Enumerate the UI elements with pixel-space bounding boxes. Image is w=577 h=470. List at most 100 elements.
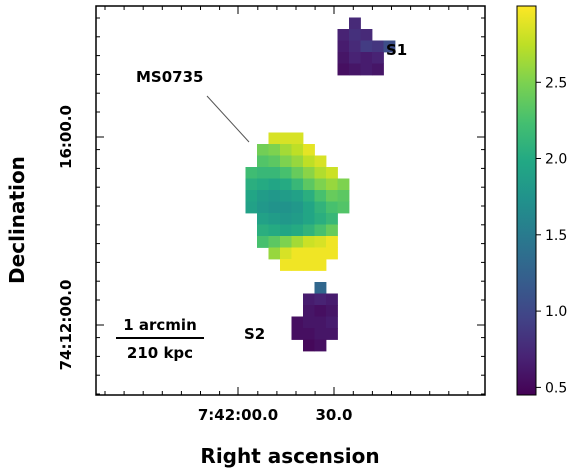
colorbar-tick-label: 0.5 [545, 380, 567, 396]
heatmap-cell [245, 167, 258, 179]
heatmap-cell [291, 224, 304, 237]
heatmap-cells [245, 17, 396, 352]
heatmap-cell [337, 29, 350, 41]
heatmap-cell [314, 178, 327, 191]
heatmap-cell [280, 201, 292, 214]
heatmap-cell [326, 305, 338, 317]
heatmap-cell [360, 29, 373, 41]
heatmap-cell [291, 132, 304, 145]
heatmap-cell [326, 167, 338, 179]
heatmap-cell [303, 339, 315, 352]
scalebar-bottom-label: 210 kpc [127, 344, 193, 362]
heatmap-cell [314, 316, 327, 329]
heatmap-cell [268, 247, 281, 260]
heatmap-cell [314, 305, 327, 317]
heatmap-cell [257, 167, 269, 179]
heatmap-cell [268, 155, 281, 168]
heatmap-cell [268, 236, 281, 248]
heatmap-cell [303, 201, 315, 214]
colorbar-ticks: 0.5 1.0 1.5 2.0 2.5 [536, 75, 567, 396]
heatmap-cell [314, 236, 327, 248]
heatmap-cell [303, 293, 315, 306]
heatmap-cell [303, 328, 315, 340]
heatmap-cell [326, 201, 338, 214]
heatmap-cell [268, 178, 281, 191]
heatmap-cell [257, 201, 269, 214]
heatmap-cell [360, 63, 373, 76]
y-tick-label-0: 74:12:00.0 [57, 280, 75, 371]
heatmap-cell [349, 40, 361, 53]
heatmap-cell [303, 155, 315, 168]
heatmap-cell [314, 167, 327, 179]
heatmap-cell [337, 190, 350, 202]
heatmap-cell [326, 224, 338, 237]
heatmap-cell [349, 29, 361, 41]
heatmap-cell [280, 190, 292, 202]
heatmap-cell [326, 247, 338, 260]
heatmap-cell [337, 63, 350, 76]
heatmap-cell [280, 167, 292, 179]
heatmap-cell [303, 259, 315, 271]
heatmap-cell [326, 236, 338, 248]
heatmap-cell [372, 52, 384, 64]
heatmap-cell [383, 40, 396, 53]
heatmap-cell [245, 201, 258, 214]
heatmap-cell [349, 63, 361, 76]
heatmap-cell [314, 328, 327, 340]
heatmap-cell [291, 201, 304, 214]
heatmap-cell [291, 190, 304, 202]
heatmap-cell [314, 224, 327, 237]
heatmap-cell [268, 190, 281, 202]
heatmap-cell [326, 213, 338, 225]
colorbar-tick-label: 2.0 [545, 152, 567, 168]
heatmap-cell [291, 247, 304, 260]
heatmap-cell [337, 201, 350, 214]
colorbar-tick-label: 1.5 [545, 228, 567, 244]
annotation-ms0735: MS0735 [136, 68, 203, 86]
heatmap-cell [326, 190, 338, 202]
heatmap-cell [291, 167, 304, 179]
heatmap-cell [326, 316, 338, 329]
heatmap-cell [268, 201, 281, 214]
heatmap-cell [349, 52, 361, 64]
heatmap-cell [303, 224, 315, 237]
heatmap-cell [291, 259, 304, 271]
heatmap-cell [314, 339, 327, 352]
scalebar-top-label: 1 arcmin [123, 316, 197, 334]
heatmap-cell [268, 213, 281, 225]
heatmap-cell [257, 213, 269, 225]
heatmap-cell [268, 144, 281, 156]
x-axis-title: Right ascension [200, 444, 379, 468]
heatmap-cell [326, 293, 338, 306]
heatmap-cell [303, 247, 315, 260]
colorbar [516, 5, 537, 396]
heatmap-cell [303, 213, 315, 225]
heatmap-cell [245, 190, 258, 202]
heatmap-cell [257, 144, 269, 156]
heatmap-cell [303, 167, 315, 179]
heatmap-cell [291, 328, 304, 340]
heatmap-cell [257, 178, 269, 191]
plot-frame [95, 5, 486, 396]
heatmap-cell [303, 178, 315, 191]
annotation-s1: S1 [386, 41, 407, 59]
y-tick-label-1: 16:00.0 [57, 105, 75, 169]
heatmap-cell [314, 259, 327, 271]
heatmap-cell [303, 316, 315, 329]
heatmap-cell [257, 224, 269, 237]
heatmap-cell [303, 305, 315, 317]
heatmap-cell [257, 236, 269, 248]
heatmap-cell [245, 178, 258, 191]
heatmap-cell [372, 63, 384, 76]
heatmap-cell [349, 17, 361, 30]
colorbar-tick-label: 1.0 [545, 304, 567, 320]
heatmap-cell [291, 316, 304, 329]
heatmap-cell [360, 52, 373, 64]
x-tick-label-1: 30.0 [315, 406, 352, 424]
heatmap-cell [280, 155, 292, 168]
heatmap-cell [303, 144, 315, 156]
heatmap-cell [291, 155, 304, 168]
heatmap-cell [314, 190, 327, 202]
x-tick-label-0: 7:42:00.0 [198, 406, 278, 424]
heatmap-cell [280, 236, 292, 248]
